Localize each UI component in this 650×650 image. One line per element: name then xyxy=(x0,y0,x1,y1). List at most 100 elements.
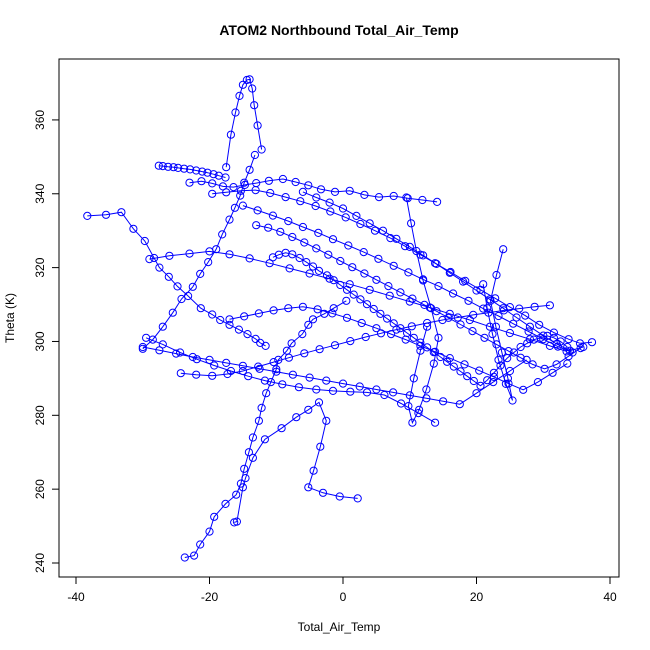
data-point xyxy=(158,162,167,171)
data-point xyxy=(523,339,532,348)
data-series xyxy=(225,302,572,394)
data-point xyxy=(475,366,484,375)
data-point xyxy=(272,367,281,376)
data-point xyxy=(402,193,411,202)
data-point xyxy=(173,282,182,291)
data-point xyxy=(469,310,478,319)
data-point xyxy=(308,315,318,324)
data-point xyxy=(419,276,428,285)
data-point xyxy=(576,344,585,353)
data-point xyxy=(312,244,321,253)
data-point xyxy=(329,304,338,313)
data-point xyxy=(459,277,468,286)
data-point xyxy=(429,348,438,357)
data-point xyxy=(268,211,277,220)
data-point xyxy=(257,403,266,412)
data-point xyxy=(369,304,378,314)
data-point xyxy=(341,213,350,222)
data-series xyxy=(138,150,259,353)
data-point xyxy=(250,101,259,110)
data-point xyxy=(346,337,355,346)
data-point xyxy=(463,372,472,381)
data-point xyxy=(549,328,559,337)
data-point xyxy=(272,365,281,374)
data-point xyxy=(298,187,307,196)
data-point xyxy=(389,191,398,201)
data-point xyxy=(241,474,250,483)
data-point xyxy=(408,294,417,303)
data-point xyxy=(138,342,147,352)
data-point xyxy=(405,297,414,306)
data-point xyxy=(292,413,301,422)
data-point xyxy=(304,181,313,190)
data-point xyxy=(329,276,338,285)
data-point xyxy=(419,251,428,260)
data-point xyxy=(342,296,351,305)
series-line xyxy=(225,78,263,168)
data-point xyxy=(360,269,369,278)
data-point xyxy=(362,300,372,309)
y-tick-label: 300 xyxy=(33,331,47,351)
y-axis: 240 260 280 300 320 340 360 xyxy=(33,110,60,573)
data-point xyxy=(238,80,247,89)
data-point xyxy=(169,163,178,172)
data-point xyxy=(240,464,249,473)
data-point xyxy=(155,346,164,355)
data-point xyxy=(522,355,531,364)
data-point xyxy=(330,187,340,196)
data-point xyxy=(158,340,167,349)
data-point xyxy=(446,267,455,277)
data-point xyxy=(552,360,561,369)
data-point xyxy=(196,269,205,278)
data-point xyxy=(383,314,392,323)
data-point xyxy=(564,352,573,361)
data-point xyxy=(418,195,427,205)
data-series xyxy=(138,342,531,409)
data-point xyxy=(266,188,275,198)
data-point xyxy=(434,333,443,342)
data-point xyxy=(483,376,492,385)
series-line xyxy=(302,191,584,352)
data-point xyxy=(355,382,364,391)
data-point xyxy=(325,198,334,207)
series-line xyxy=(158,165,226,178)
data-point xyxy=(253,206,262,215)
data-point xyxy=(460,360,469,369)
data-point xyxy=(254,416,263,425)
data-point xyxy=(431,418,440,427)
data-point xyxy=(524,327,533,336)
data-point xyxy=(521,311,530,320)
data-point xyxy=(243,330,252,339)
data-point xyxy=(389,261,398,270)
data-point xyxy=(322,376,331,385)
data-point xyxy=(336,280,345,290)
data-point xyxy=(308,262,318,271)
data-point xyxy=(445,309,454,318)
data-point xyxy=(563,359,572,368)
data-point xyxy=(342,285,352,294)
data-point xyxy=(314,266,324,275)
data-point xyxy=(422,385,431,394)
series-line xyxy=(145,337,436,424)
data-point xyxy=(238,361,247,370)
data-point xyxy=(298,222,307,232)
series-line xyxy=(212,189,593,344)
data-point xyxy=(255,364,264,373)
data-point xyxy=(266,378,275,387)
data-point xyxy=(278,174,287,184)
data-point xyxy=(192,166,201,175)
data-point xyxy=(562,347,571,356)
data-point xyxy=(216,315,225,325)
data-point xyxy=(378,226,388,235)
data-point xyxy=(501,379,510,388)
data-point xyxy=(185,249,194,258)
data-point xyxy=(180,164,189,173)
data-point xyxy=(361,332,370,342)
series-line xyxy=(149,250,567,352)
data-point xyxy=(209,170,218,179)
data-point xyxy=(222,358,231,367)
data-series xyxy=(185,174,442,206)
data-point xyxy=(300,238,309,247)
data-point xyxy=(494,355,503,364)
